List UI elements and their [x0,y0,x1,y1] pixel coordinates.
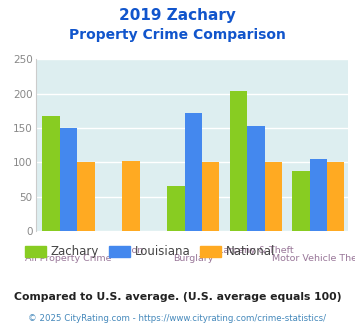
Text: Arson: Arson [118,246,144,255]
Text: © 2025 CityRating.com - https://www.cityrating.com/crime-statistics/: © 2025 CityRating.com - https://www.city… [28,314,327,323]
Bar [310,159,327,231]
Text: Motor Vehicle Theft: Motor Vehicle Theft [272,254,355,263]
Text: Property Crime Comparison: Property Crime Comparison [69,28,286,42]
Bar [43,116,60,231]
Bar [293,171,310,231]
Bar [202,162,219,231]
Bar [230,91,247,231]
Bar [264,162,282,231]
Bar [60,128,77,231]
Bar [185,113,202,231]
Text: All Property Crime: All Property Crime [25,254,112,263]
Text: 2019 Zachary: 2019 Zachary [119,8,236,23]
Bar [77,162,94,231]
Bar [247,126,264,231]
Bar [168,186,185,231]
Text: Larceny & Theft: Larceny & Theft [218,246,294,255]
Bar [122,161,140,231]
Text: Compared to U.S. average. (U.S. average equals 100): Compared to U.S. average. (U.S. average … [14,292,341,302]
Bar [327,162,344,231]
Text: Burglary: Burglary [173,254,214,263]
Legend: Zachary, Louisiana, National: Zachary, Louisiana, National [20,241,280,263]
